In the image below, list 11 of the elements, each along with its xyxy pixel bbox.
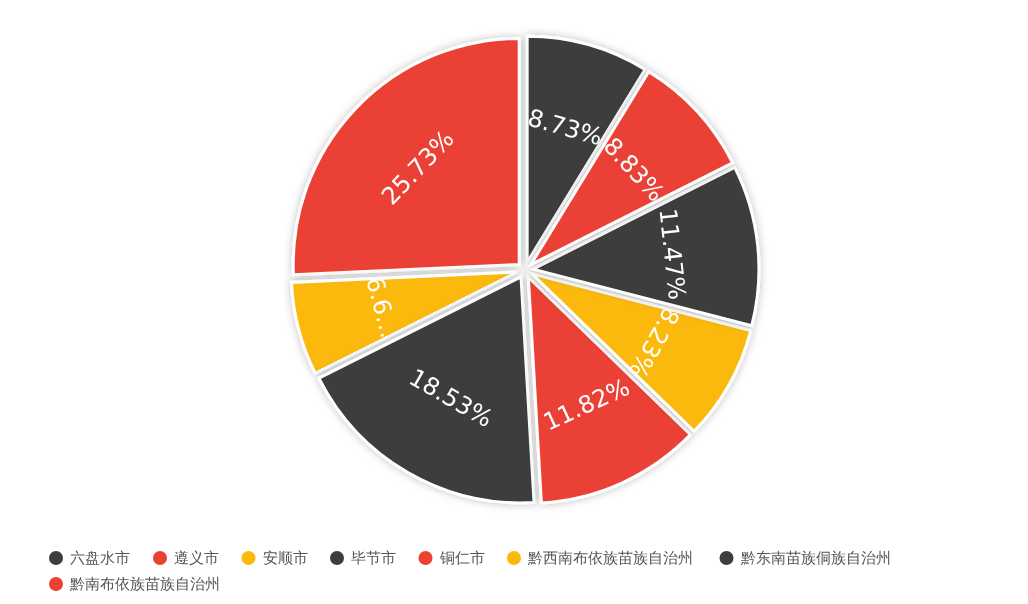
data-label: 8.73% <box>524 103 606 152</box>
data-label: 6.6… <box>360 273 404 341</box>
legend-label: 毕节市 <box>351 549 396 567</box>
legend-label: 六盘水市 <box>70 549 130 567</box>
legend-label: 黔东南苗族侗族自治州 <box>739 549 891 567</box>
legend-label: 黔西南布依族苗族自治州 <box>527 549 693 567</box>
data-label: 11.47% <box>653 207 692 302</box>
legend-label: 遵义市 <box>174 549 219 567</box>
legend-label: 铜仁市 <box>438 549 485 567</box>
legend-label: 黔南布依族苗族自治州 <box>69 575 220 593</box>
legend-label: 安顺市 <box>262 549 308 567</box>
